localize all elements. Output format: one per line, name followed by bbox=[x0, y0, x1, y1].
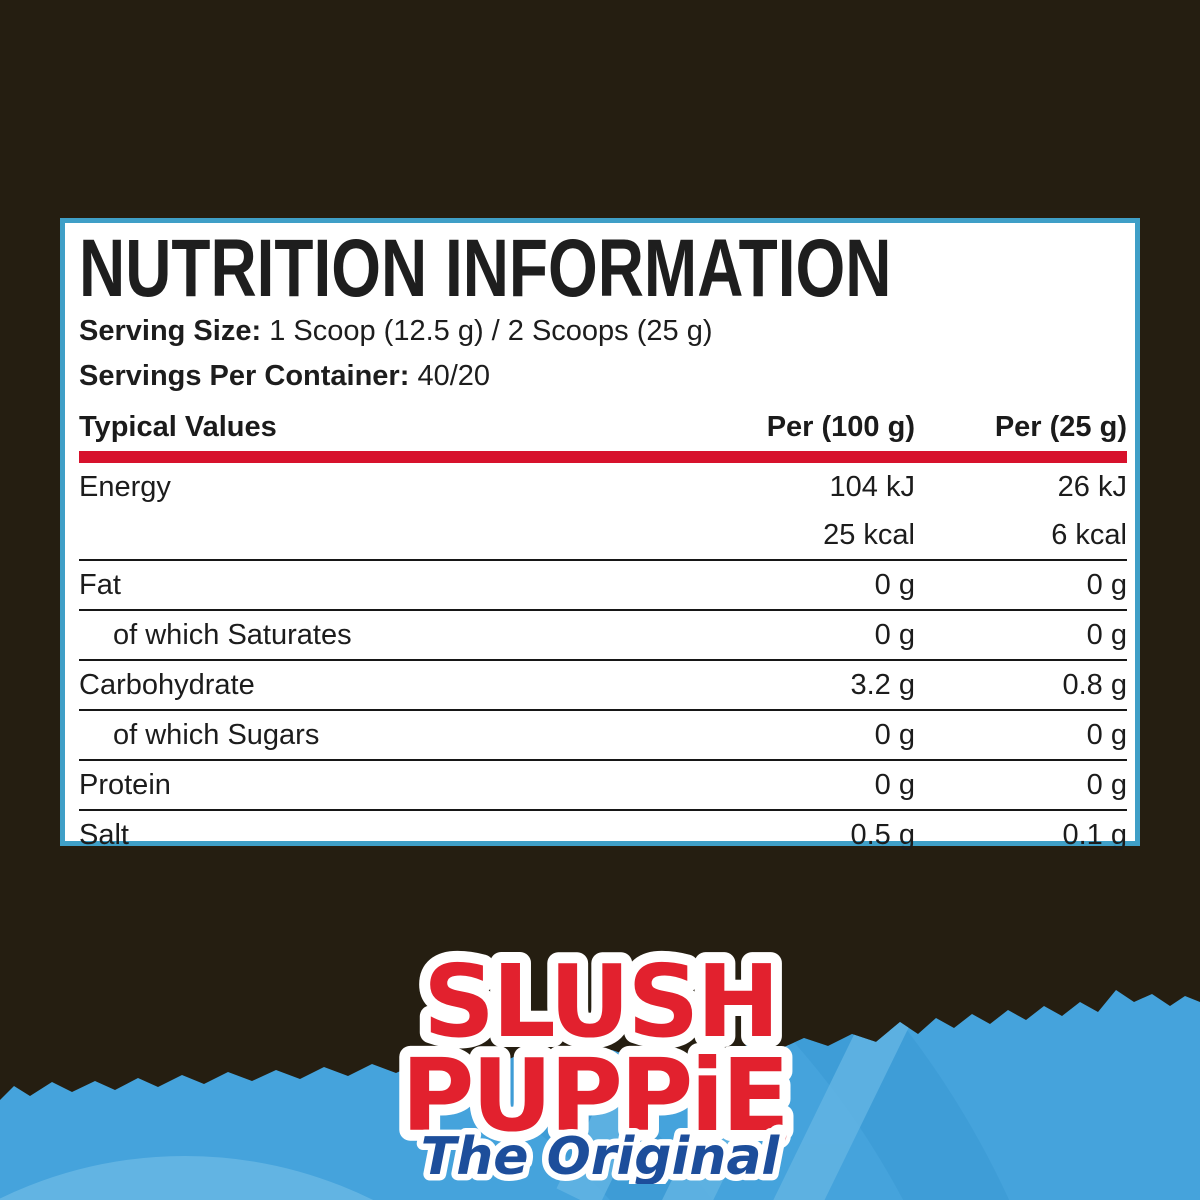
table-header-row: Typical Values Per (100 g) Per (25 g) bbox=[79, 411, 1127, 444]
logo-word-puppie: PUPPiE bbox=[401, 1037, 787, 1154]
logo-tagline: The Original bbox=[421, 1127, 781, 1184]
table-row: Energy 104 kJ 26 kJ bbox=[79, 463, 1127, 511]
registered-trademark-symbol: ® bbox=[769, 1125, 789, 1149]
servings-per-container-line: Servings Per Container: 40/20 bbox=[79, 357, 1127, 395]
value-per-100g: 0 g bbox=[874, 768, 915, 801]
nutrient-label: Salt bbox=[79, 818, 129, 851]
value-per-25g: 0 g bbox=[1086, 618, 1127, 651]
serving-size-label: Serving Size: bbox=[79, 315, 262, 347]
column-header-per-25g: Per (25 g) bbox=[994, 411, 1127, 443]
nutrient-label: of which Saturates bbox=[113, 618, 352, 651]
value-per-100g: 25 kcal bbox=[823, 518, 915, 551]
value-per-100g: 0.5 g bbox=[850, 818, 916, 851]
servings-per-container-value: 40/20 bbox=[417, 360, 491, 392]
nutrient-label: of which Sugars bbox=[113, 718, 320, 751]
panel-title: NUTRITION INFORMATION bbox=[79, 223, 892, 314]
table-row: Salt 0.5 g 0.1 g bbox=[79, 809, 1127, 859]
value-per-25g: 0 g bbox=[1086, 768, 1127, 801]
nutrition-panel: NUTRITION INFORMATION Serving Size: 1 Sc… bbox=[60, 218, 1140, 851]
table-row: Fat 0 g 0 g bbox=[79, 559, 1127, 609]
value-per-25g: 0 g bbox=[1086, 718, 1127, 751]
table-row: of which Saturates 0 g 0 g bbox=[79, 609, 1127, 659]
table-row: of which Sugars 0 g 0 g bbox=[79, 709, 1127, 759]
brand-logo: SLUSH PUPPiE ® The Original bbox=[390, 946, 801, 1184]
value-per-100g: 104 kJ bbox=[829, 470, 915, 503]
value-per-100g: 0 g bbox=[874, 718, 915, 751]
nutrient-label: Carbohydrate bbox=[79, 668, 255, 701]
nutrient-label: Energy bbox=[79, 470, 171, 503]
table-row: Carbohydrate 3.2 g 0.8 g bbox=[79, 659, 1127, 709]
column-header-per-100g: Per (100 g) bbox=[766, 411, 915, 443]
value-per-25g: 26 kJ bbox=[1057, 470, 1127, 503]
nutrient-label: Fat bbox=[79, 568, 121, 601]
wave-graphic bbox=[0, 990, 1200, 1200]
value-per-100g: 3.2 g bbox=[850, 668, 916, 701]
table-row: Protein 0 g 0 g bbox=[79, 759, 1127, 809]
value-per-25g: 6 kcal bbox=[1051, 518, 1127, 551]
table-row: 25 kcal 6 kcal bbox=[79, 511, 1127, 559]
column-header-typical-values: Typical Values bbox=[79, 411, 277, 443]
value-per-25g: 0.1 g bbox=[1062, 818, 1128, 851]
nutrient-label: Protein bbox=[79, 768, 171, 801]
value-per-25g: 0 g bbox=[1086, 568, 1127, 601]
servings-per-container-label: Servings Per Container: bbox=[79, 360, 410, 392]
value-per-100g: 0 g bbox=[874, 568, 915, 601]
header-underline-bar bbox=[79, 451, 1127, 463]
logo-word-slush: SLUSH bbox=[423, 946, 777, 1060]
serving-size-line: Serving Size: 1 Scoop (12.5 g) / 2 Scoop… bbox=[79, 312, 1127, 350]
serving-size-value: 1 Scoop (12.5 g) / 2 Scoops (25 g) bbox=[269, 315, 713, 347]
value-per-100g: 0 g bbox=[874, 618, 915, 651]
value-per-25g: 0.8 g bbox=[1062, 668, 1128, 701]
